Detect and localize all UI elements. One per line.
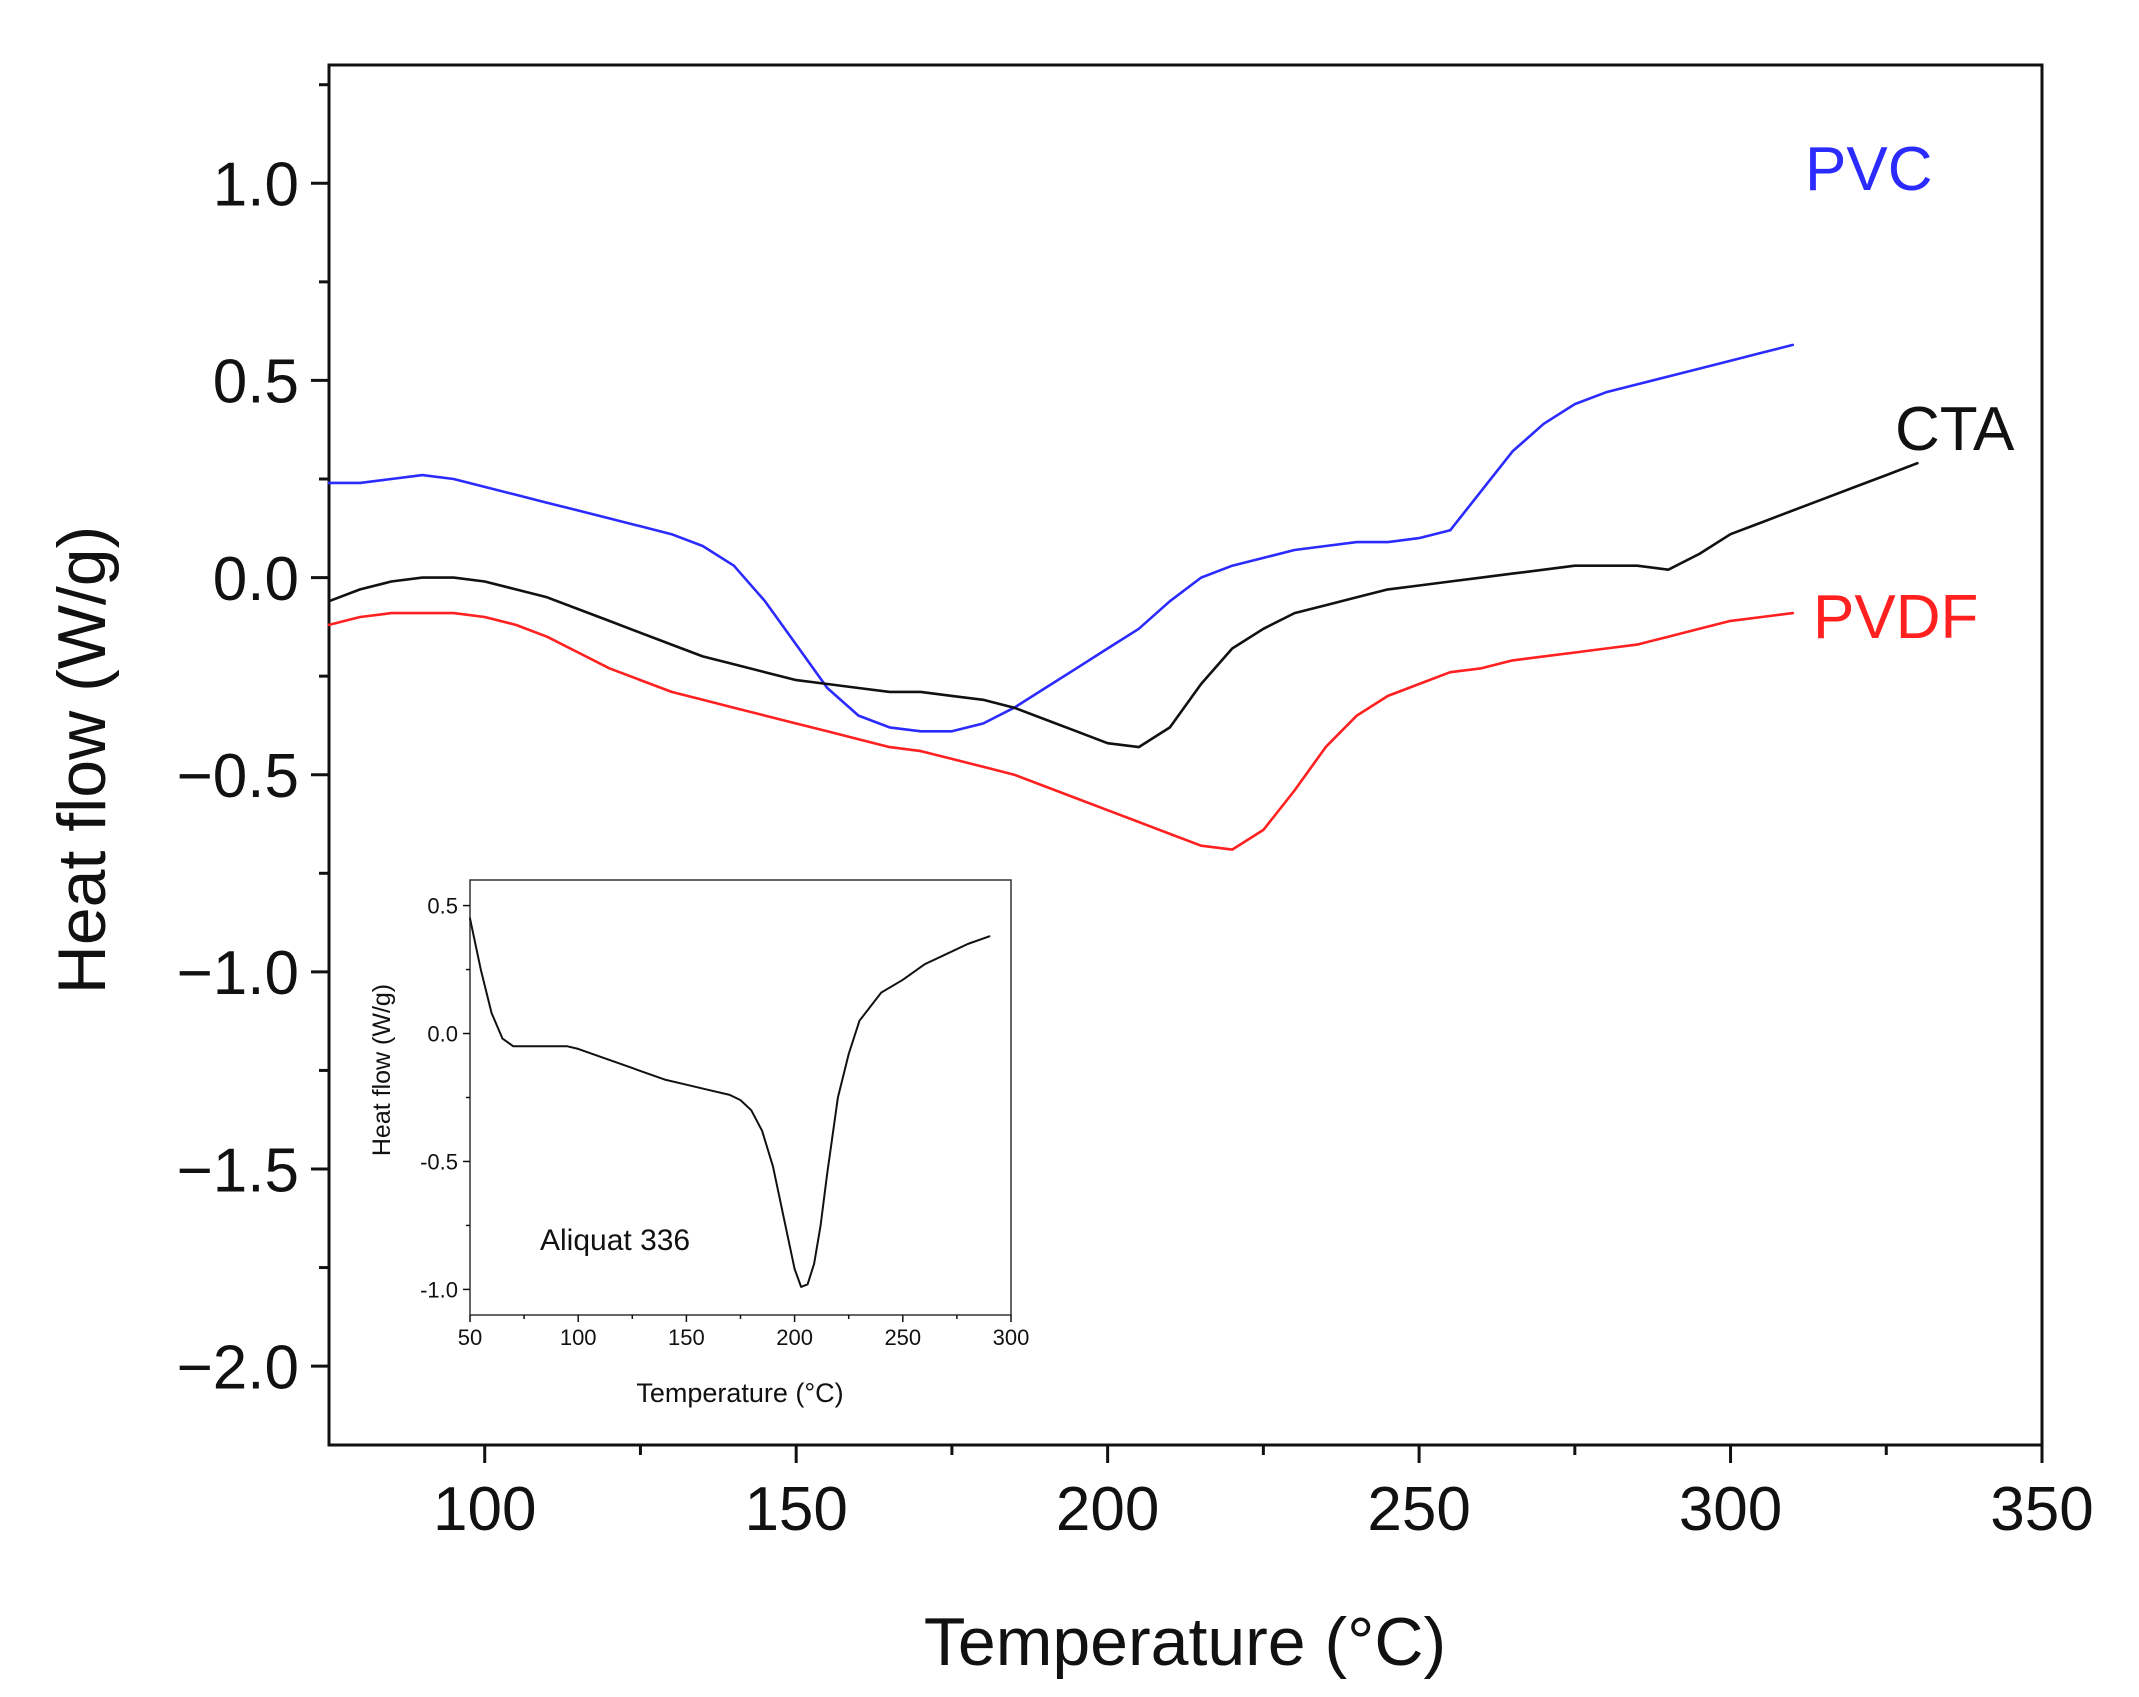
main-series-line-pvdf	[327, 611, 1795, 851]
inset-x-tick-label: 150	[668, 1325, 705, 1350]
inset-y-axis: 0.5 0.0 -0.5 -1.0	[420, 894, 470, 1302]
inset-y-tick-label: 0.0	[427, 1021, 458, 1046]
main-series-line-cta	[327, 461, 1919, 749]
main-x-tick-label: 250	[1367, 1475, 1470, 1544]
main-x-tick-label: 200	[1056, 1475, 1159, 1544]
series-label-cta: CTA	[1895, 395, 2015, 464]
main-x-tick-label: 100	[433, 1475, 536, 1544]
inset-y-tick-label: 0.5	[427, 894, 458, 919]
main-y-tick-label: 0.5	[213, 348, 299, 417]
main-x-axis-title: Temperature (°C)	[924, 1604, 1446, 1680]
main-x-tick-label: 300	[1679, 1475, 1782, 1544]
main-y-tick-label: 1.0	[213, 151, 299, 220]
inset-y-axis-title: Heat flow (W/g)	[368, 984, 396, 1156]
inset-x-tick-label: 50	[458, 1325, 482, 1350]
inset-x-tick-label: 100	[560, 1325, 597, 1350]
inset-series-group	[469, 917, 991, 1288]
main-y-axis: 1.0 0.5 0.0 −0.5 −1.0 −1.5 −2.0	[177, 83, 329, 1402]
inset-plot-background	[470, 880, 1011, 1315]
inset-x-tick-label: 300	[993, 1325, 1030, 1350]
main-plot-frame	[327, 63, 2044, 1447]
main-y-tick-label: 0.0	[213, 545, 299, 614]
main-y-axis-title: Heat flow (W/g)	[44, 526, 120, 995]
main-series-group	[327, 343, 1919, 851]
main-y-tick-label: −2.0	[177, 1333, 299, 1402]
inset-series-line-aliquat-336	[469, 917, 991, 1288]
inset-y-tick-label: -0.5	[420, 1149, 458, 1174]
main-y-tick-label: −0.5	[177, 742, 299, 811]
series-label-pvc: PVC	[1805, 135, 1932, 204]
inset-y-tick-label: -1.0	[420, 1277, 458, 1302]
inset-x-tick-label: 200	[776, 1325, 813, 1350]
inset-x-axis-title: Temperature (°C)	[636, 1378, 843, 1408]
main-series-line-pvc	[327, 343, 1795, 733]
main-x-tick-label: 350	[1990, 1475, 2093, 1544]
inset-x-axis: 50 100 150 200 250 300	[458, 1315, 1030, 1350]
inset-annotation: Aliquat 336	[540, 1224, 690, 1257]
main-x-axis: 100 150 200 250 300 350	[433, 1445, 2094, 1544]
main-y-tick-label: −1.5	[177, 1136, 299, 1205]
main-x-tick-label: 150	[744, 1475, 847, 1544]
main-y-tick-label: −1.0	[177, 939, 299, 1008]
series-label-pvdf: PVDF	[1813, 583, 1978, 652]
inset-x-tick-label: 250	[884, 1325, 921, 1350]
